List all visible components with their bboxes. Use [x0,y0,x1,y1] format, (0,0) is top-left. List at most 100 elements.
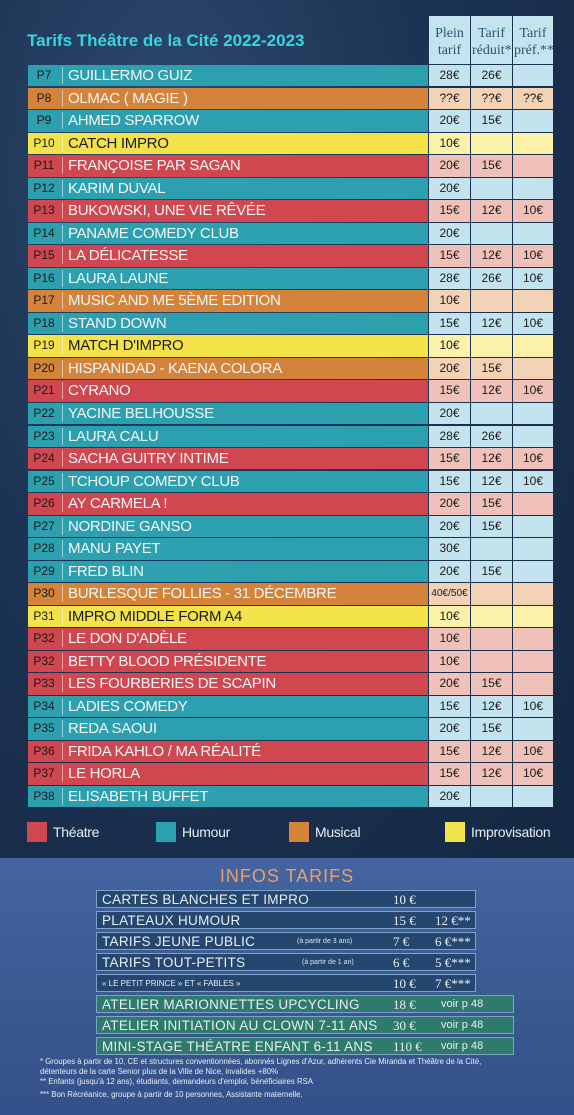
price-reduit [471,222,512,245]
divider [62,134,63,152]
price-reduit: 15€ [471,155,512,177]
page-number: P34 [33,698,55,713]
page-number: P36 [33,743,55,758]
page-number: P10 [33,135,55,150]
price-plein: 10€ [429,628,470,650]
show-name: LADIES COMEDY [68,697,188,715]
show-name: FRED BLIN [68,562,144,580]
price-plein: 15€ [429,470,470,492]
price-pref [513,357,553,380]
footnote: ** Enfants (jusqu'à 12 ans), étudiants, … [40,1077,313,1086]
tarif-price: 10 € [393,976,416,991]
divider [62,562,63,580]
price-reduit [471,628,512,650]
divider [62,720,63,738]
price-pref: 10€ [513,380,553,402]
tarif-reduced-price: 12 €** [435,913,471,928]
price-reduit: ??€ [471,87,512,109]
divider [62,112,63,130]
tarif-label: « LE PETIT PRINCE » ET « FABLES » [102,979,241,988]
tarif-reduced-price: voir p 48 [441,1040,484,1052]
legend-swatch [289,822,309,842]
price-pref [513,132,553,155]
divider [62,269,63,287]
program-panel: Tarifs Théâtre de la Cité 2022-2023 Plei… [0,0,574,858]
price-pref: ??€ [513,87,553,109]
price-reduit: 15€ [471,493,512,515]
show-name: BURLESQUE FOLLIES - 31 DÉCEMBRE [68,585,337,603]
divider [62,540,63,558]
price-reduit: 15€ [471,110,512,132]
price-pref: 10€ [513,740,553,763]
price-plein: 10€ [429,605,470,628]
price-pref: 10€ [513,245,553,267]
tarif-label: MINI-STAGE THÉATRE ENFANT 6-11 ANS [102,1039,373,1054]
row-band [28,222,428,245]
table-row: P13 BUKOWSKI, UNE VIE RÊVÉE 15€ 12€ 10€ [28,200,553,222]
price-reduit: 12€ [471,740,512,763]
show-name: AY CARMELA ! [68,495,168,513]
show-name: LE HORLA [68,765,140,783]
table-row: P7 GUILLERMO GUIZ 28€ 26€ [28,65,553,87]
tarif-reduced-price: 5 €*** [435,955,471,970]
table-row: P26 AY CARMELA ! 20€ 15€ [28,493,553,515]
price-reduit: 12€ [471,448,512,470]
price-pref [513,110,553,132]
price-plein: 15€ [429,312,470,335]
legend-label: Improvisation [471,824,551,840]
price-pref [513,515,553,538]
tarif-line: TARIFS JEUNE PUBLIC (à partir de 3 ans) 7 … [96,932,476,950]
price-reduit [471,538,512,560]
row-band [28,786,428,808]
divider [62,179,63,197]
page-number: P19 [33,338,55,353]
price-reduit: 12€ [471,763,512,785]
table-row: P9 AHMED SPARROW 20€ 15€ [28,110,553,132]
show-name: LAURA LAUNE [68,269,169,287]
page-number: P15 [33,248,55,263]
price-plein: 20€ [429,493,470,515]
price-reduit [471,605,512,628]
price-pref [513,493,553,515]
tarif-reduced-price: voir p 48 [441,998,484,1010]
table-row: P10 CATCH IMPRO 10€ [28,132,553,155]
divider [62,585,63,603]
show-name: TCHOUP COMEDY CLUB [68,472,240,490]
price-plein: 10€ [429,335,470,357]
price-table: P7 GUILLERMO GUIZ 28€ 26€ P8 OLMAC ( MAGIE )?… [28,65,553,809]
show-name: KARIM DUVAL [68,179,166,197]
table-row: P22 YACINE BELHOUSSE 20€ [28,402,553,425]
table-row: P15 LA DÉLICATESSE 15€ 12€ 10€ [28,245,553,267]
show-name: SACHA GUITRY INTIME [68,450,229,468]
show-name: MANU PAYET [68,540,161,558]
table-row: P12 KARIM DUVAL 20€ [28,177,553,200]
page-title: Tarifs Théâtre de la Cité 2022-2023 [27,31,305,50]
table-row: P36 FRIDA KAHLO / MA RÉALITÉ 15€ 12€ 10€ [28,740,553,763]
divider [62,675,63,693]
tarif-label: ATELIER INITIATION AU CLOWN 7-11 ANS [102,1018,378,1033]
price-pref [513,402,553,425]
divider [62,765,63,783]
table-row: P25 TCHOUP COMEDY CLUB 15€ 12€ 10€ [28,470,553,492]
row-band [28,695,428,718]
row-band [28,560,428,583]
show-name: AHMED SPARROW [68,112,199,130]
tarif-reduced-price: voir p 48 [441,1019,484,1031]
table-row: P16 LAURA LAUNE 28€ 26€ 10€ [28,267,553,290]
price-plein: 20€ [429,402,470,425]
row-band [28,357,428,380]
tarif-price: 10 € [393,892,416,907]
show-name: CYRANO [68,382,131,400]
header-tarif-reduit: Tarif réduit* [471,16,512,64]
tarif-line: ATELIER INITIATION AU CLOWN 7-11 ANS 30 €… [96,1016,514,1034]
price-plein: 20€ [429,515,470,538]
tarif-line: « LE PETIT PRINCE » ET « FABLES » 10 € 7 €… [96,974,476,992]
row-band [28,200,428,222]
price-reduit [471,177,512,200]
row-band [28,515,428,538]
price-reduit: 12€ [471,470,512,492]
table-row: P14 PANAME COMEDY CLUB 20€ [28,222,553,245]
page-number: P29 [33,563,55,578]
row-band [28,425,428,447]
divider [62,359,63,377]
